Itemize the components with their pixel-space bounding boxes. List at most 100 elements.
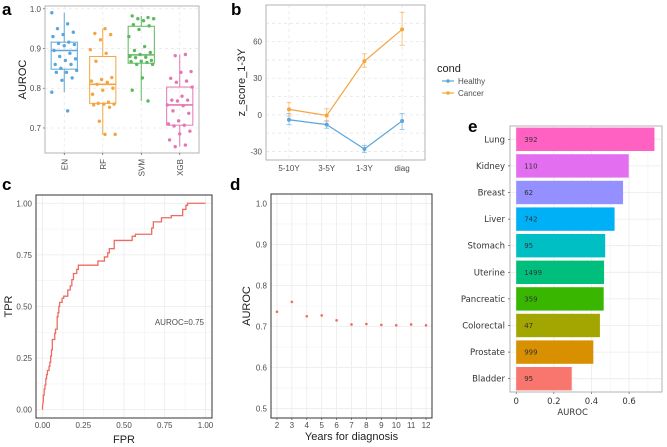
- x-tick-label: RF: [99, 159, 108, 170]
- x-tick-label: SVM: [137, 159, 146, 177]
- jitter-point: [60, 78, 64, 82]
- jitter-point: [50, 11, 54, 15]
- jitter-point: [135, 62, 139, 67]
- jitter-point: [128, 54, 132, 59]
- y-tick-label: Breast: [478, 189, 506, 199]
- jitter-point: [129, 59, 133, 64]
- bar-count-label: 47: [524, 322, 533, 330]
- panel-b-lineplot: -30 0 30 60 5-10Y 3-5Y 1-3Y diag z_score_1-3Y con…: [236, 4, 485, 173]
- x-tick-label: 0.6: [622, 397, 636, 407]
- legend-title: cond: [437, 63, 461, 75]
- data-point: [324, 122, 329, 127]
- jitter-point: [173, 53, 177, 58]
- jitter-point: [74, 68, 79, 73]
- y-axis-title: TPR: [3, 295, 15, 317]
- jitter-point: [107, 105, 112, 110]
- jitter-point: [98, 38, 103, 42]
- jitter-point: [150, 62, 155, 67]
- bar-uterine: [516, 260, 605, 285]
- data-point: [324, 113, 329, 118]
- jitter-point: [138, 52, 142, 57]
- jitter-point: [136, 17, 140, 21]
- jitter-point: [65, 22, 70, 26]
- x-axis-title: Years for diagnosis: [305, 431, 399, 443]
- jitter-point: [103, 26, 107, 31]
- y-axis-title: z_score_1-3Y: [236, 48, 248, 117]
- data-point: [350, 323, 353, 326]
- y-tick-label: Pancreatic: [461, 295, 505, 305]
- jitter-point: [112, 102, 116, 106]
- data-point: [335, 319, 338, 322]
- x-tick-label: 0.00: [35, 421, 51, 430]
- y-tick-label: 60: [253, 38, 262, 47]
- data-point: [365, 322, 368, 326]
- jitter-point: [92, 103, 96, 107]
- jitter-point: [104, 51, 108, 55]
- y-tick-label: 0: [258, 111, 263, 120]
- bar-count-label: 392: [524, 136, 537, 144]
- jitter-point: [56, 41, 61, 46]
- y-tick-label: 30: [253, 74, 262, 83]
- x-tick-label: EN: [60, 159, 69, 170]
- x-tick-label: 1-3Y: [356, 164, 374, 173]
- box-iqr: [50, 41, 78, 70]
- y-axis-title: AUROC: [17, 60, 29, 100]
- y-tick-label: 0.6: [256, 364, 268, 373]
- jitter-point: [93, 31, 97, 36]
- bar-count-label: 95: [524, 375, 533, 383]
- y-tick-label: 1.00: [16, 199, 32, 208]
- bar-count-label: 742: [524, 216, 537, 224]
- jitter-point: [178, 132, 182, 136]
- y-tick-label: Liver: [484, 215, 505, 225]
- jitter-point: [188, 129, 192, 133]
- jitter-point: [88, 48, 93, 52]
- jitter-point: [99, 77, 104, 82]
- jitter-point: [53, 62, 57, 67]
- jitter-point: [174, 80, 179, 84]
- jitter-point: [180, 94, 184, 98]
- jitter-point: [142, 44, 147, 49]
- jitter-point: [106, 100, 111, 104]
- bar-stomach: [516, 233, 606, 258]
- jitter-point: [140, 76, 145, 80]
- jitter-point: [113, 132, 117, 137]
- x-tick-label: XGB: [176, 159, 185, 176]
- box-iqr: [127, 25, 155, 64]
- jitter-point: [110, 75, 114, 80]
- jitter-point: [167, 138, 172, 142]
- x-tick-label: 3: [290, 421, 295, 430]
- jitter-point: [133, 55, 138, 60]
- jitter-point: [165, 103, 170, 107]
- data-point: [424, 323, 428, 327]
- jitter-point: [71, 30, 75, 34]
- jitter-point: [166, 122, 171, 126]
- bar-count-label: 1499: [524, 269, 542, 277]
- jitter-point: [52, 48, 56, 53]
- jitter-point: [137, 27, 141, 32]
- plot-frame: [35, 194, 213, 419]
- y-tick-label: 0.75: [16, 251, 32, 260]
- jitter-point: [97, 119, 102, 123]
- jitter-point: [67, 40, 71, 44]
- x-tick-label: 0.75: [157, 421, 173, 430]
- panel-label-e: e: [468, 117, 477, 136]
- jitter-point: [179, 70, 183, 75]
- x-tick-label: 1.00: [198, 421, 214, 430]
- jitter-point: [149, 58, 154, 63]
- y-tick-label: -30: [250, 147, 262, 156]
- jitter-point: [181, 104, 185, 108]
- jitter-point: [170, 98, 174, 102]
- jitter-point: [130, 88, 134, 92]
- plot-frame: [265, 4, 426, 161]
- jitter-point: [127, 34, 131, 39]
- bar-count-label: 62: [524, 189, 533, 197]
- jitter-point: [72, 42, 77, 47]
- jitter-point: [54, 70, 59, 75]
- x-tick-label: 5: [319, 421, 324, 430]
- bar-colorectal: [516, 313, 600, 338]
- jitter-point: [190, 85, 194, 89]
- y-tick-label: 0.25: [16, 354, 32, 363]
- y-tick-label: 0.7: [256, 323, 268, 332]
- plot-frame: [270, 193, 433, 419]
- panel-a-boxplot: 0.7 0.8 0.9 1.0 EN RF SVM XGB AUROC: [17, 5, 200, 177]
